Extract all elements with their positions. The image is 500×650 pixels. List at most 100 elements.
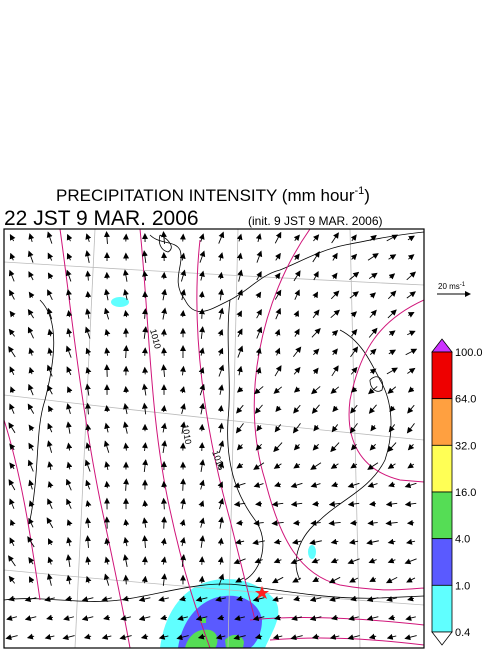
- wind-arrow: [309, 615, 322, 622]
- wind-arrow: [388, 273, 396, 280]
- wind-arrow: [312, 251, 320, 263]
- wind-arrow: [332, 405, 339, 413]
- wind-arrow: [349, 423, 358, 434]
- wind-arrow: [312, 576, 320, 582]
- wind-arrow: [160, 364, 167, 377]
- colorbar-segment: [431, 584, 453, 633]
- wind-arrow: [101, 596, 112, 602]
- contour-label: 1010: [180, 424, 193, 445]
- wind-arrow: [217, 405, 224, 413]
- wind-arrow: [47, 272, 54, 280]
- wind-arrow: [387, 538, 396, 545]
- wind-arrow: [386, 596, 397, 602]
- wind-arrow: [47, 498, 53, 510]
- wind-arrow: [85, 479, 91, 490]
- wind-arrow: [350, 253, 358, 261]
- wind-arrow: [254, 386, 264, 395]
- wind-arrow: [141, 250, 148, 263]
- wind-arrow: [233, 482, 246, 489]
- wind-arrow: [405, 615, 416, 621]
- precipitation: [111, 297, 316, 648]
- wind-arrow: [272, 633, 283, 640]
- wind-arrow: [28, 442, 35, 451]
- colorbar-label: 16.0: [455, 487, 476, 499]
- wind-arrow: [347, 634, 360, 641]
- wind-arrow: [367, 253, 379, 261]
- wind-arrow: [104, 405, 111, 413]
- wind-arrow: [141, 535, 148, 548]
- wind-arrow: [142, 326, 149, 339]
- wind-arrow: [158, 633, 169, 640]
- wind-arrow: [103, 614, 111, 621]
- wind-arrow: [233, 634, 246, 641]
- wind-arrow: [48, 405, 54, 413]
- wind-arrow: [66, 442, 73, 451]
- wind-arrow: [218, 364, 225, 377]
- map: 1010 1010 1016: [4, 229, 424, 648]
- wind-arrow: [309, 596, 322, 603]
- wind-arrow: [28, 517, 34, 528]
- wind-arrow: [347, 558, 360, 565]
- wind-arrow: [198, 291, 205, 299]
- wind-arrow: [256, 326, 263, 339]
- wind-arrow: [46, 364, 53, 377]
- wind-arrow: [66, 366, 73, 376]
- wind-arrow: [199, 383, 206, 396]
- wind-arrow: [311, 633, 320, 640]
- wind-arrow: [27, 309, 35, 319]
- wind-arrow: [331, 272, 338, 280]
- wind-arrow: [141, 442, 148, 451]
- wind-arrow: [9, 234, 16, 242]
- wind-arrow: [234, 615, 245, 621]
- wind-arrow: [218, 307, 225, 320]
- wind-arrow: [66, 498, 72, 509]
- wind-arrow: [313, 348, 320, 356]
- wind-arrow: [255, 443, 262, 451]
- wind-arrow: [122, 554, 129, 567]
- wind-arrow: [404, 634, 417, 641]
- wind-arrow: [236, 595, 244, 602]
- wind-arrow: [217, 252, 224, 262]
- wind-arrow: [310, 482, 321, 488]
- wind-arrow: [274, 365, 282, 377]
- wind-arrow: [369, 348, 377, 355]
- wind-arrow: [309, 539, 322, 546]
- wind-arrow: [217, 422, 224, 433]
- wind-arrow: [349, 577, 359, 583]
- wind-arrow: [9, 310, 16, 318]
- wind-arrow: [347, 501, 360, 508]
- wind-arrow: [215, 596, 226, 602]
- wind-arrow: [331, 424, 339, 433]
- wind-arrow: [195, 596, 208, 603]
- wind-arrow: [180, 269, 187, 282]
- wind-arrow: [331, 348, 338, 356]
- wind-arrow: [141, 575, 148, 584]
- wind-arrow: [195, 615, 208, 622]
- wind-arrow: [275, 405, 282, 413]
- wind-arrow: [9, 498, 15, 509]
- wind-arrow: [312, 500, 320, 507]
- wind-arrow: [237, 289, 243, 300]
- wind-arrow: [104, 347, 111, 356]
- wind-arrow: [406, 291, 416, 299]
- wind-arrow: [161, 288, 168, 301]
- wind-arrow: [369, 292, 376, 299]
- wind-arrow: [368, 404, 377, 414]
- wind-arrow: [293, 234, 300, 242]
- wind-arrow: [122, 421, 129, 434]
- wind-arrow: [84, 326, 91, 339]
- wind-arrow: [350, 386, 358, 393]
- wind-arrow: [85, 517, 92, 528]
- wind-arrow: [123, 403, 129, 415]
- wind-arrow: [62, 634, 75, 641]
- wind-arrow: [236, 443, 244, 451]
- wind-arrow: [331, 232, 339, 244]
- wind-arrow: [161, 307, 168, 320]
- wind-arrow: [9, 519, 16, 527]
- wind-arrow: [138, 615, 151, 622]
- colorbar: 100.0 64.0 32.0 16.0 4.0 1.0 0.4: [431, 338, 483, 646]
- wind-arrow: [406, 271, 417, 281]
- wind-arrow: [293, 462, 301, 469]
- wind-arrow: [349, 271, 360, 280]
